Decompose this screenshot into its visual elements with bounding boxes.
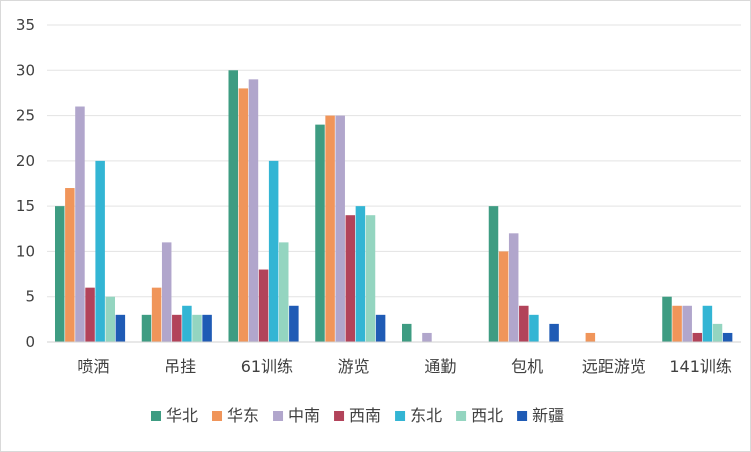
- bar: [279, 242, 289, 342]
- bar: [498, 251, 509, 342]
- legend-label: 新疆: [532, 406, 564, 425]
- bar: [55, 206, 65, 342]
- bar: [662, 296, 672, 342]
- bar: [258, 269, 269, 342]
- legend-label: 东北: [410, 406, 442, 425]
- bar: [268, 160, 279, 342]
- gridlines: [47, 24, 741, 298]
- y-tick-label: 10: [16, 242, 35, 260]
- legend: 华北 华东 中南 西南 东北 西北 新疆: [151, 406, 564, 425]
- bar: [248, 79, 259, 342]
- legend-swatch: [334, 411, 345, 421]
- bar: [722, 332, 733, 342]
- y-tick-label: 5: [25, 288, 35, 306]
- bar: [355, 206, 366, 342]
- x-category-label: 包机: [511, 357, 543, 376]
- legend-label: 华东: [227, 406, 259, 425]
- bar: [549, 323, 559, 342]
- y-tick-label: 20: [16, 152, 35, 170]
- legend-label: 中南: [288, 406, 320, 425]
- bar: [692, 332, 703, 342]
- x-category-label: 61训练: [241, 357, 293, 376]
- bar: [75, 106, 85, 342]
- legend-swatch: [456, 411, 467, 421]
- x-category-label: 喷洒: [77, 357, 109, 376]
- bar: [325, 115, 335, 342]
- bar: [402, 323, 412, 342]
- y-tick-label: 25: [16, 107, 35, 125]
- bar: [289, 305, 299, 342]
- bar: [182, 305, 192, 342]
- bar: [161, 242, 172, 342]
- bar: [228, 70, 238, 343]
- bar: [422, 332, 432, 342]
- x-category-label: 远距游览: [582, 357, 646, 376]
- legend-swatch: [517, 411, 528, 421]
- bar: [202, 314, 212, 342]
- legend-label: 西北: [471, 406, 503, 425]
- bar: [151, 287, 162, 342]
- legend-swatch: [151, 411, 161, 421]
- bar: [365, 215, 376, 342]
- bar: [585, 332, 596, 342]
- legend-swatch: [395, 411, 406, 421]
- y-tick-label: 30: [16, 61, 35, 79]
- bar: [85, 287, 95, 342]
- bar: [95, 160, 105, 342]
- bars: [55, 70, 733, 343]
- bar: [682, 305, 692, 342]
- x-category-label: 141训练: [669, 357, 732, 376]
- y-tick-label: 0: [25, 333, 35, 351]
- x-category-label: 吊挂: [164, 357, 196, 376]
- bar: [375, 314, 386, 342]
- y-axis-tick-labels: 0 5 10 15 20 25 30 35: [16, 16, 35, 351]
- x-axis-category-labels: 喷洒 吊挂 61训练 游览 通勤 包机 远距游览 141训练: [77, 357, 732, 376]
- bar: [105, 296, 115, 342]
- legend-label: 华北: [166, 406, 198, 425]
- bar: [712, 323, 723, 342]
- bar: [238, 88, 249, 343]
- bar: [172, 314, 182, 342]
- bar: [529, 314, 539, 342]
- bar: [672, 305, 682, 342]
- bar: [65, 188, 75, 342]
- y-tick-label: 15: [16, 197, 35, 215]
- bar: [508, 233, 519, 342]
- bar: [141, 314, 152, 342]
- x-category-label: 通勤: [424, 357, 456, 376]
- bar: [488, 206, 499, 342]
- bar: [345, 215, 356, 342]
- y-tick-label: 35: [16, 16, 35, 34]
- bar: [335, 115, 345, 342]
- bar: [192, 314, 202, 342]
- legend-swatch: [212, 411, 223, 421]
- bar: [115, 314, 126, 342]
- bar: [519, 305, 529, 342]
- legend-swatch: [273, 411, 284, 421]
- bar: [315, 124, 325, 342]
- legend-label: 西南: [349, 406, 381, 425]
- bar: [702, 305, 713, 342]
- x-category-label: 游览: [338, 357, 370, 376]
